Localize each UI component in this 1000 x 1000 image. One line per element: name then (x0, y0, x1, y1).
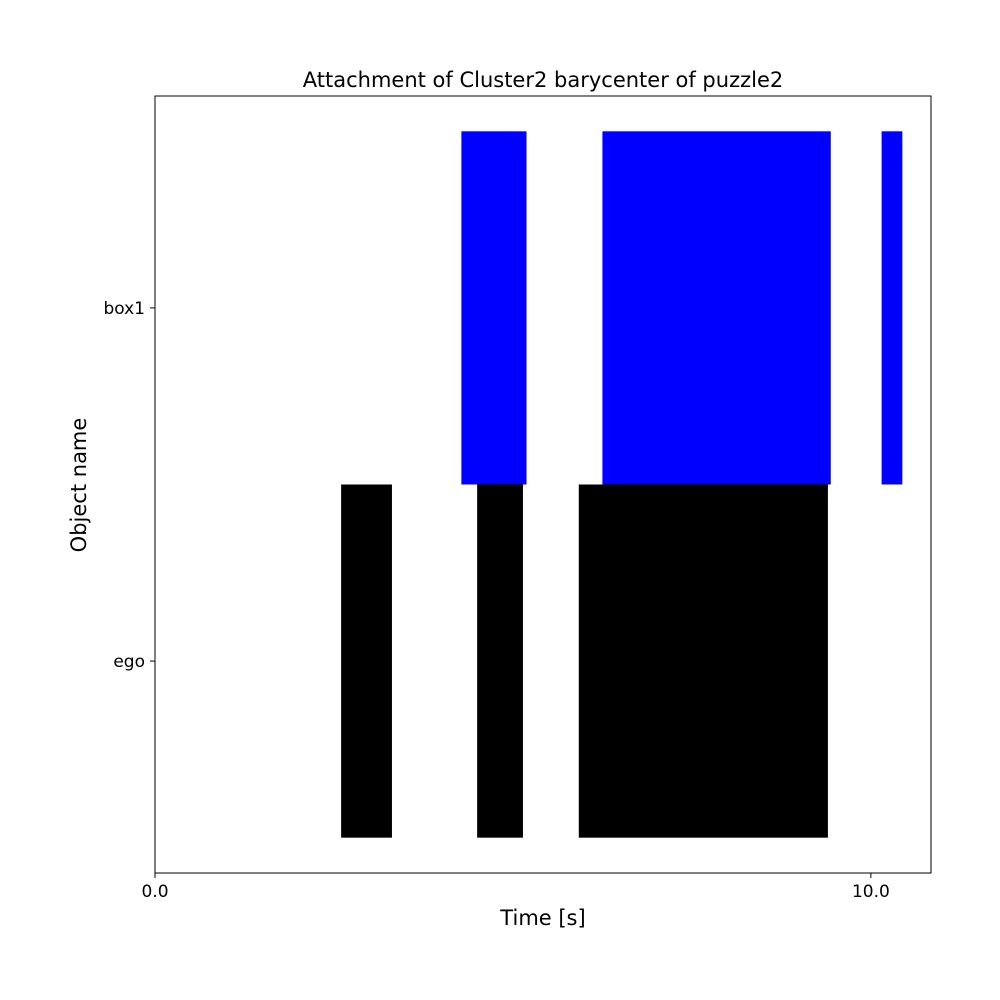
x-axis-label: Time [s] (499, 906, 585, 930)
bars-layer (341, 131, 903, 838)
bar-ego-2 (477, 484, 523, 838)
bar-box1-2 (602, 131, 831, 485)
bar-ego-1 (341, 484, 392, 838)
chart-title: Attachment of Cluster2 barycenter of puz… (303, 68, 784, 92)
bar-ego-3 (578, 484, 828, 838)
y-tick-label-box1: box1 (103, 299, 145, 319)
y-tick-label-ego: ego (113, 652, 145, 672)
bar-box1-1 (461, 131, 527, 485)
x-axis: 0.0 10.0 (141, 873, 890, 902)
y-axis: box1 ego (103, 299, 155, 672)
x-tick-label-2: 10.0 (852, 882, 890, 902)
x-tick-label-1: 0.0 (141, 882, 168, 902)
y-axis-label: Object name (67, 418, 91, 553)
bar-box1-3 (881, 131, 903, 485)
plot-area-frame (154, 95, 932, 874)
